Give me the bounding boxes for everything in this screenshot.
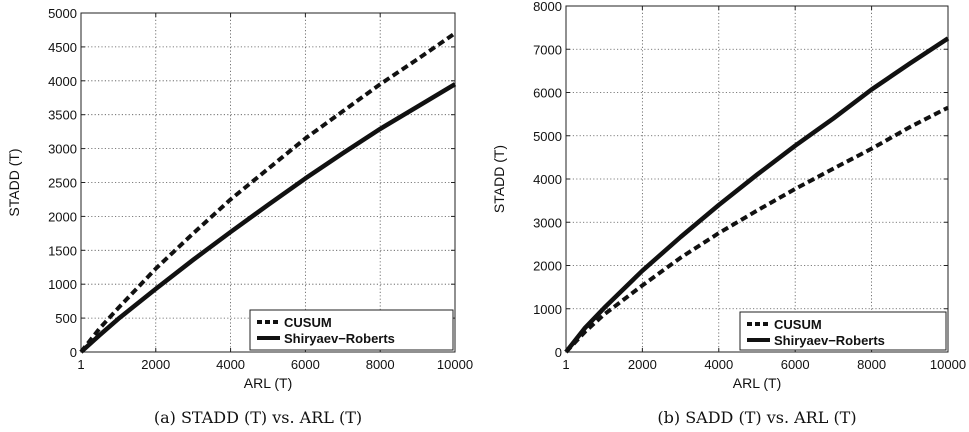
y-tick-label: 4000 (533, 172, 562, 187)
y-tick-label: 6000 (533, 86, 562, 101)
y-tick-label: 5000 (48, 6, 77, 21)
legend-box (249, 309, 454, 351)
legend-label-cusum: CUSUM (774, 317, 822, 332)
y-tick-label: 3500 (48, 108, 77, 123)
x-tick-label: 2000 (141, 357, 170, 372)
x-tick-label: 10000 (930, 357, 966, 372)
x-tick-label: 10000 (437, 357, 473, 372)
x-tick-label: 8000 (857, 357, 886, 372)
y-tick-label: 2500 (48, 176, 77, 191)
x-tick-label: 1 (77, 357, 84, 372)
x-tick-label: 8000 (366, 357, 395, 372)
series-line-shiryaev-roberts (564, 36, 950, 354)
series-line-cusum (79, 31, 457, 354)
x-tick-label: 2000 (628, 357, 657, 372)
y-tick-label: 4500 (48, 40, 77, 55)
chart-panel-a: 1 2000 4000 6000 8000 10000 0 500 1000 1500 2000 25… (6, 6, 473, 427)
chart-panel-b: 1 2000 4000 6000 8000 10000 0 1000 2000 3000 4000 5… (491, 0, 966, 427)
legend-label-shiryaev-roberts: Shiryaev−Roberts (774, 333, 885, 348)
x-axis-label: ARL (T) (244, 375, 292, 391)
y-tick-label: 0 (70, 345, 77, 360)
y-tick-label: 1000 (533, 302, 562, 317)
y-tick-label: 1000 (48, 277, 77, 292)
y-axis-label: STADD (T) (491, 145, 507, 213)
y-tick-label: 0 (555, 345, 562, 360)
y-tick-label: 8000 (533, 0, 562, 14)
y-tick-label: 3000 (533, 215, 562, 230)
legend-label-cusum: CUSUM (284, 315, 332, 330)
y-tick-label: 5000 (533, 129, 562, 144)
y-tick-label: 7000 (533, 42, 562, 57)
y-tick-label: 2000 (48, 209, 77, 224)
legend-label-shiryaev-roberts: Shiryaev−Roberts (284, 331, 395, 346)
y-axis-label: STADD (T) (6, 148, 22, 216)
chart-caption: (b) SADD (T) vs. ARL (T) (657, 408, 856, 427)
y-tick-label: 2000 (533, 259, 562, 274)
y-tick-label: 4000 (48, 74, 77, 89)
legend-box (739, 311, 947, 351)
y-tick-label: 1500 (48, 243, 77, 258)
y-tick-label: 500 (55, 311, 77, 326)
series-line-shiryaev-roberts (79, 82, 457, 354)
x-tick-label: 6000 (781, 357, 810, 372)
x-tick-label: 4000 (704, 357, 733, 372)
x-tick-label: 4000 (216, 357, 245, 372)
chart-caption: (a) STADD (T) vs. ARL (T) (154, 408, 362, 427)
x-axis-label: ARL (T) (733, 375, 781, 391)
x-tick-label: 1 (562, 357, 569, 372)
series-line-cusum (564, 105, 949, 354)
x-tick-label: 6000 (291, 357, 320, 372)
y-tick-label: 3000 (48, 142, 77, 157)
